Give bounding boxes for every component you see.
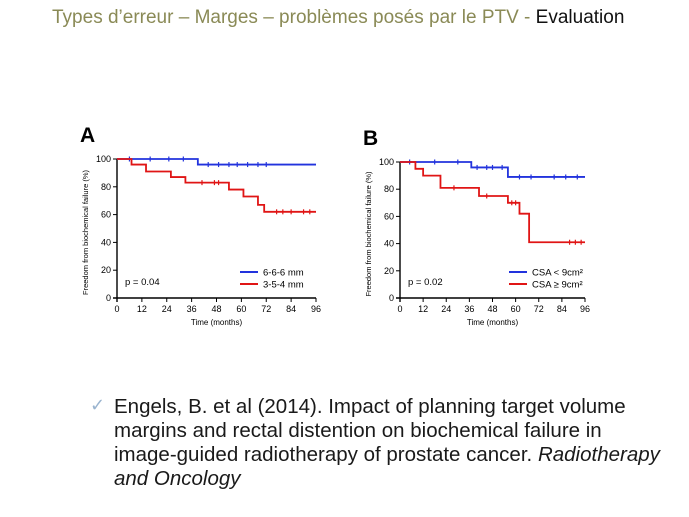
x-tick-label: 12 — [418, 304, 428, 314]
y-axis-label: Freedom from biochemical failure (%) — [364, 171, 373, 297]
x-tick-label: 12 — [137, 304, 147, 314]
km-curve-series-2 — [400, 161, 585, 244]
x-tick-label: 60 — [511, 304, 521, 314]
x-tick-label: 0 — [397, 304, 402, 314]
legend-label: 6-6-6 mm — [263, 268, 304, 279]
x-tick-label: 72 — [261, 304, 271, 314]
chart-panel-a: A 0 20 40 60 80 100 0 12 24 36 48 60 72 84 96 Time (mont… — [80, 124, 321, 327]
x-tick-label: 60 — [236, 304, 246, 314]
panel-letter: A — [80, 124, 95, 147]
km-curve-series-1 — [400, 161, 585, 178]
reference-citation: Engels, B. et al (2014). Impact of plann… — [114, 395, 669, 491]
x-tick-label: 84 — [286, 304, 296, 314]
x-tick-label: 24 — [162, 304, 172, 314]
x-tick-label: 0 — [114, 304, 119, 314]
reference-text: Engels, B. et al (2014). Impact of plann… — [114, 395, 626, 466]
y-axis-label: Freedom from biochemical failure (%) — [81, 169, 90, 295]
slide-title: Types d’erreur – Marges – problèmes posé… — [52, 7, 624, 29]
y-tick-label: 0 — [106, 293, 111, 303]
legend-label: CSA ≥ 9cm² — [532, 280, 583, 291]
x-tick-label: 48 — [487, 304, 497, 314]
y-tick-label: 40 — [384, 239, 394, 249]
x-tick-label: 36 — [187, 304, 197, 314]
y-tick-label: 60 — [384, 211, 394, 221]
km-curve-series-1 — [117, 158, 316, 166]
km-curve-series-2 — [117, 158, 316, 213]
y-tick-label: 100 — [96, 154, 111, 164]
y-tick-label: 20 — [101, 265, 111, 275]
y-tick-label: 20 — [384, 266, 394, 276]
y-tick-label: 80 — [384, 184, 394, 194]
legend-label: 3-5-4 mm — [263, 280, 304, 291]
legend-label: CSA < 9cm² — [532, 268, 583, 279]
km-figure: A 0 20 40 60 80 100 0 12 24 36 48 60 72 84 96 Time (mont… — [80, 124, 590, 327]
reference-journal: Radiotherapy and Oncology — [114, 443, 660, 490]
x-tick-label: 96 — [311, 304, 321, 314]
slide-title-emphasis: Evaluation — [535, 7, 625, 28]
slide-title-topic: Types d’erreur – Marges – problèmes posé… — [52, 7, 531, 28]
x-tick-label: 96 — [580, 304, 590, 314]
p-value-annotation: p = 0.02 — [408, 277, 443, 288]
x-tick-label: 72 — [534, 304, 544, 314]
x-tick-label: 84 — [557, 304, 567, 314]
check-mark-icon: ✓ — [90, 395, 106, 416]
p-value-annotation: p = 0.04 — [125, 277, 160, 288]
panel-letter: B — [363, 127, 378, 150]
x-tick-label: 24 — [441, 304, 451, 314]
x-axis-label: Time (months) — [191, 318, 243, 327]
y-tick-label: 40 — [101, 237, 111, 247]
y-tick-label: 80 — [101, 182, 111, 192]
y-tick-label: 60 — [101, 210, 111, 220]
chart-panel-b: B 0 20 40 60 80 100 0 12 24 36 48 60 72 84 96 Time (mont… — [363, 127, 590, 327]
y-tick-label: 0 — [389, 293, 394, 303]
x-tick-label: 48 — [211, 304, 221, 314]
y-tick-label: 100 — [379, 157, 394, 167]
x-tick-label: 36 — [464, 304, 474, 314]
x-axis-label: Time (months) — [467, 318, 519, 327]
